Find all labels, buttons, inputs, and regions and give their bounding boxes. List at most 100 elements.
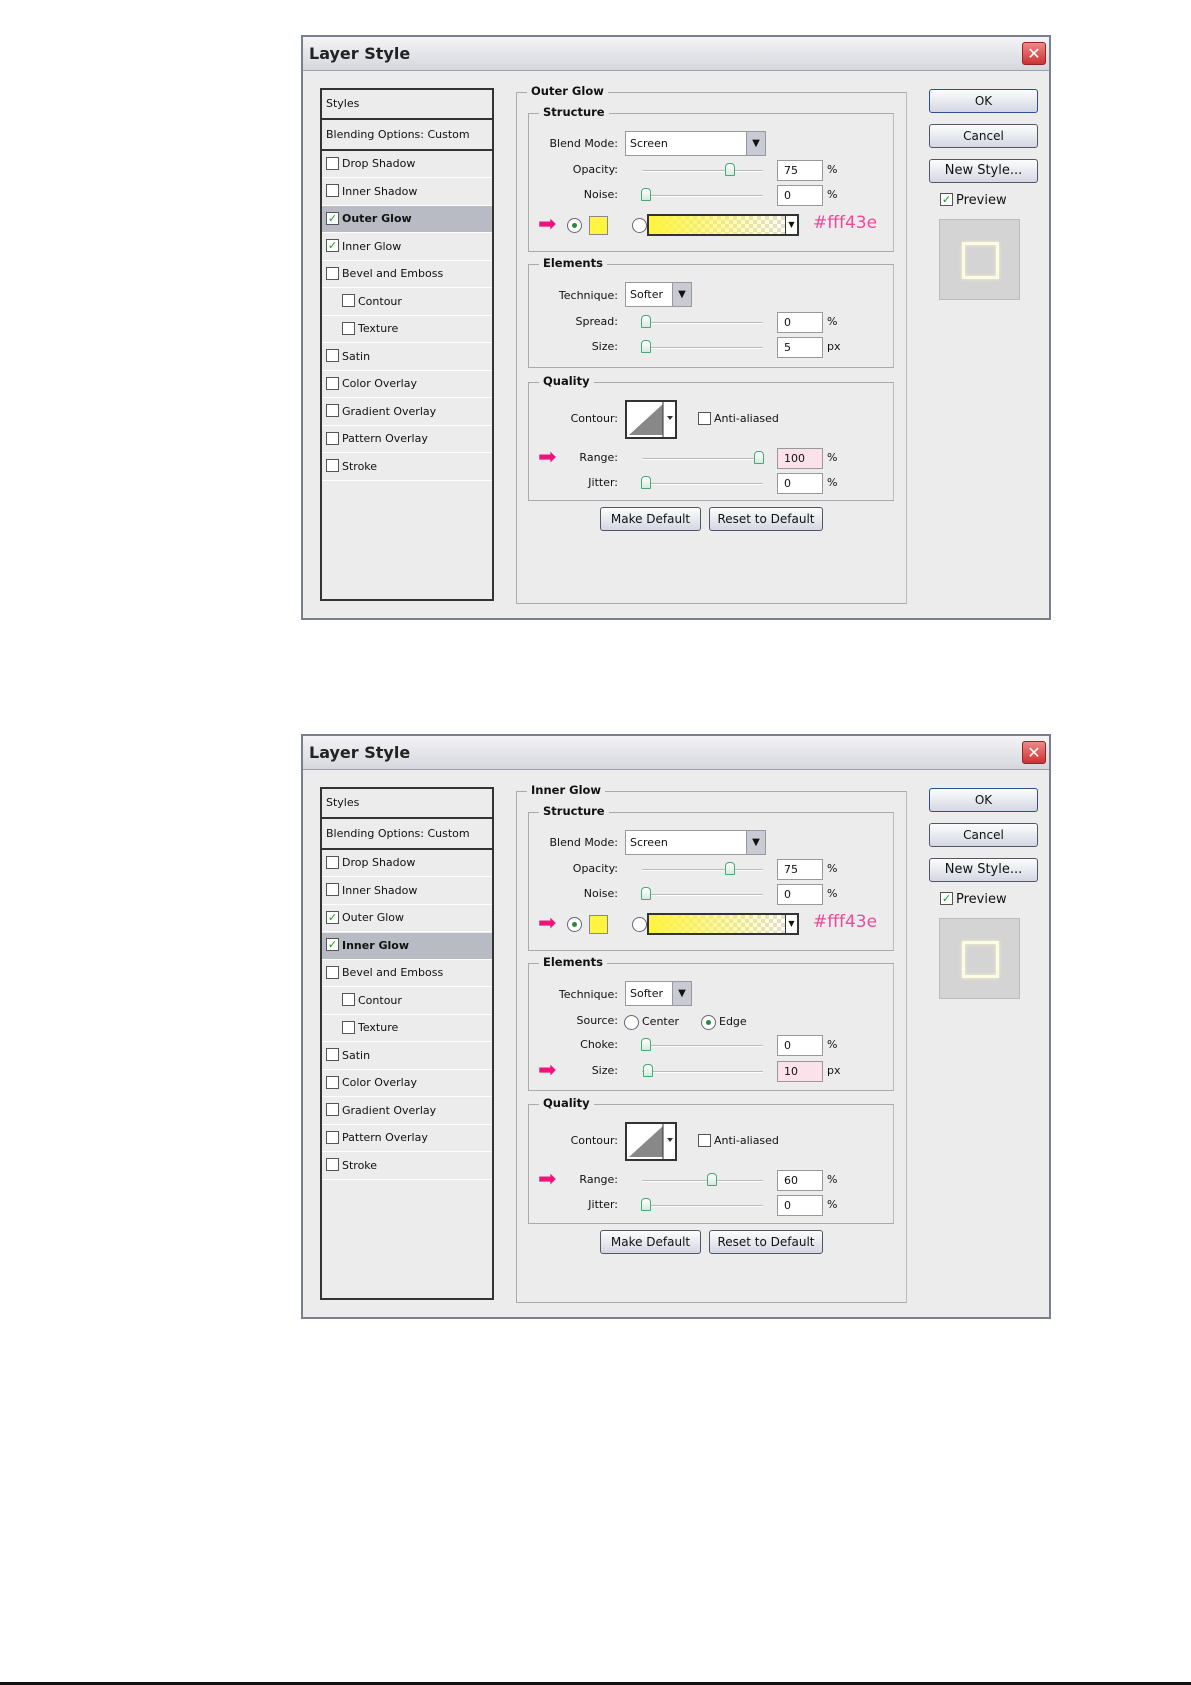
value-input[interactable]: 75 — [777, 160, 823, 181]
style-item-gradient-overlay[interactable]: Gradient Overlay — [322, 399, 492, 426]
slider-track[interactable] — [641, 315, 763, 328]
checkbox[interactable] — [326, 855, 339, 869]
style-item-inner-glow[interactable]: ✓ Inner Glow — [322, 234, 492, 261]
style-item-texture[interactable]: Texture — [322, 316, 492, 343]
style-item-outer-glow[interactable]: ✓ Outer Glow — [322, 905, 492, 932]
chevron-down-icon[interactable]: ▼ — [672, 982, 691, 1005]
contour-picker[interactable] — [625, 1122, 677, 1161]
style-item-pattern-overlay[interactable]: Pattern Overlay — [322, 1125, 492, 1152]
style-item-gradient-overlay[interactable]: Gradient Overlay — [322, 1098, 492, 1125]
preview-checkbox[interactable]: ✓ Preview — [940, 892, 1007, 907]
blending-options-item[interactable]: Blending Options: Custom — [322, 819, 492, 850]
checkbox[interactable] — [326, 1130, 339, 1144]
slider-track[interactable] — [642, 1173, 763, 1186]
slider-track[interactable] — [641, 188, 763, 201]
slider-track[interactable] — [641, 476, 763, 489]
checkbox[interactable] — [326, 883, 339, 896]
blending-options-item[interactable]: Blending Options: Custom — [322, 120, 492, 151]
gradient-picker[interactable]: ▼ — [647, 214, 799, 236]
checkbox[interactable] — [698, 1133, 711, 1147]
slider-thumb[interactable] — [641, 188, 651, 201]
source-center-radio[interactable] — [624, 1015, 639, 1030]
slider-thumb[interactable] — [641, 1198, 651, 1211]
value-input[interactable]: 75 — [777, 859, 823, 880]
checkbox[interactable]: ✓ — [326, 938, 339, 951]
dropdown-arrow-icon[interactable]: ▼ — [785, 216, 797, 234]
checkbox[interactable] — [326, 266, 339, 280]
slider-thumb[interactable] — [642, 1064, 653, 1077]
reset-to-default-button[interactable]: Reset to Default — [709, 1230, 823, 1254]
color-swatch[interactable] — [589, 915, 608, 934]
checkbox[interactable] — [342, 993, 355, 1006]
style-item-contour[interactable]: Contour — [322, 289, 492, 316]
slider-track[interactable] — [641, 340, 763, 353]
source-edge-radio[interactable] — [701, 1015, 716, 1030]
style-item-satin[interactable]: Satin — [322, 1043, 492, 1070]
slider-thumb[interactable] — [641, 1038, 651, 1051]
checkbox[interactable]: ✓ — [940, 193, 953, 206]
style-item-bevel-and-emboss[interactable]: Bevel and Emboss — [322, 960, 492, 987]
ok-button[interactable]: OK — [929, 788, 1038, 812]
contour-picker[interactable] — [625, 400, 677, 439]
reset-to-default-button[interactable]: Reset to Default — [709, 507, 823, 531]
slider-thumb[interactable] — [754, 451, 764, 464]
value-input[interactable]: 100 — [777, 448, 823, 469]
chevron-down-icon[interactable]: ▼ — [746, 132, 765, 155]
slider-thumb[interactable] — [641, 476, 651, 489]
value-input[interactable]: 0 — [777, 1195, 823, 1216]
checkbox[interactable]: ✓ — [326, 910, 339, 924]
checkbox[interactable] — [342, 321, 355, 335]
styles-header[interactable]: Styles — [322, 789, 492, 819]
slider-track[interactable] — [641, 1038, 763, 1051]
ok-button[interactable]: OK — [929, 89, 1038, 113]
value-input[interactable]: 60 — [777, 1170, 823, 1191]
cancel-button[interactable]: Cancel — [929, 124, 1038, 148]
blend-mode-select[interactable]: Screen ▼ — [625, 830, 766, 855]
checkbox[interactable]: ✓ — [326, 211, 339, 225]
checkbox[interactable] — [326, 1075, 339, 1089]
checkbox[interactable] — [326, 1048, 339, 1061]
solid-color-radio[interactable] — [567, 917, 582, 932]
anti-aliased-checkbox[interactable]: Anti-aliased — [698, 1133, 779, 1148]
value-input[interactable]: 0 — [777, 312, 823, 333]
checkbox[interactable] — [326, 184, 339, 197]
checkbox[interactable] — [326, 1103, 339, 1116]
slider-track[interactable] — [642, 451, 764, 464]
checkbox[interactable] — [326, 156, 339, 170]
chevron-down-icon[interactable]: ▼ — [672, 283, 691, 306]
preview-checkbox[interactable]: ✓ Preview — [940, 193, 1007, 208]
checkbox[interactable] — [326, 965, 339, 979]
slider-track[interactable] — [642, 862, 763, 875]
new-style-button[interactable]: New Style... — [929, 858, 1038, 882]
checkbox[interactable] — [342, 294, 355, 307]
style-item-stroke[interactable]: Stroke — [322, 454, 492, 481]
style-item-contour[interactable]: Contour — [322, 988, 492, 1015]
slider-thumb[interactable] — [724, 163, 735, 176]
checkbox[interactable] — [326, 1158, 339, 1171]
style-item-bevel-and-emboss[interactable]: Bevel and Emboss — [322, 261, 492, 288]
styles-header[interactable]: Styles — [322, 90, 492, 120]
checkbox[interactable] — [342, 1020, 355, 1034]
checkbox[interactable] — [326, 376, 339, 390]
cancel-button[interactable]: Cancel — [929, 823, 1038, 847]
style-item-inner-shadow[interactable]: Inner Shadow — [322, 179, 492, 206]
slider-track[interactable] — [641, 1198, 763, 1211]
style-item-color-overlay[interactable]: Color Overlay — [322, 371, 492, 398]
checkbox[interactable] — [326, 404, 339, 417]
technique-select[interactable]: Softer ▼ — [625, 282, 692, 307]
blend-mode-select[interactable]: Screen ▼ — [625, 131, 766, 156]
slider-track[interactable] — [641, 887, 763, 900]
checkbox[interactable] — [326, 349, 339, 362]
color-swatch[interactable] — [589, 216, 608, 235]
dropdown-arrow-icon[interactable]: ▼ — [785, 915, 797, 933]
style-item-texture[interactable]: Texture — [322, 1015, 492, 1042]
style-item-color-overlay[interactable]: Color Overlay — [322, 1070, 492, 1097]
close-button[interactable]: ✕ — [1022, 741, 1046, 764]
solid-color-radio[interactable] — [567, 218, 582, 233]
slider-thumb[interactable] — [641, 340, 651, 353]
slider-thumb[interactable] — [724, 862, 735, 875]
style-item-drop-shadow[interactable]: Drop Shadow — [322, 850, 492, 877]
gradient-radio[interactable] — [632, 917, 647, 932]
checkbox[interactable] — [326, 459, 339, 472]
close-button[interactable]: ✕ — [1022, 42, 1046, 65]
